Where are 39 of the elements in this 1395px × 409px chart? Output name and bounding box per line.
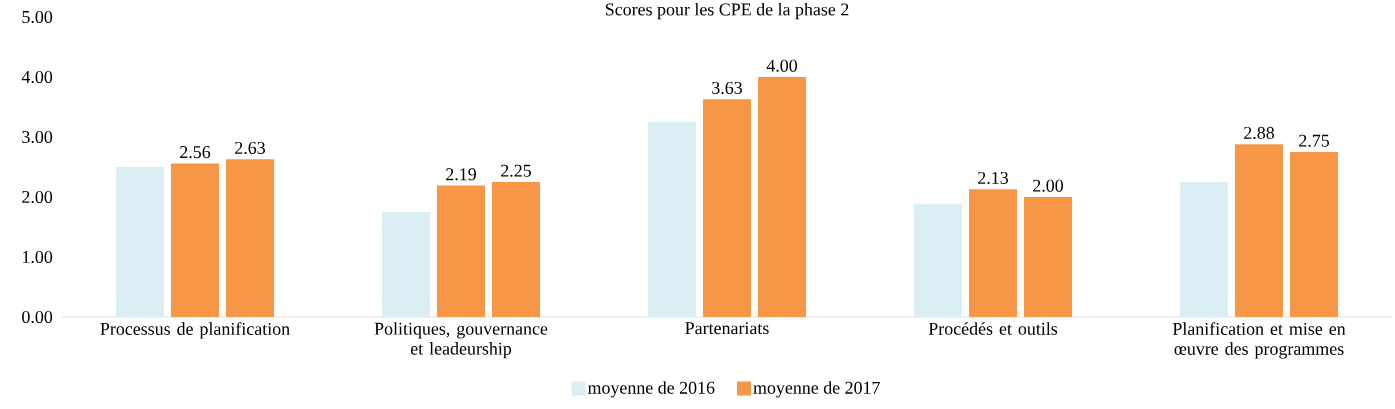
- x-tick-label: Planification et mise en œuvre des programmes: [1172, 322, 1346, 359]
- legend-label: moyenne de 2017: [753, 381, 880, 398]
- x-tick-label: Processus de planification: [100, 322, 290, 339]
- y-tick-label: 1.00: [23, 250, 53, 264]
- x-tick-label: Partenariats: [685, 322, 769, 335]
- bar: [171, 163, 219, 317]
- bar: [492, 182, 541, 317]
- data-label: 2.88: [1244, 126, 1275, 140]
- data-label: 2.56: [180, 146, 211, 159]
- data-label: 2.19: [446, 168, 476, 181]
- bar: [703, 99, 752, 317]
- bar: [1024, 197, 1073, 317]
- bar: [226, 159, 274, 317]
- bar: [1235, 144, 1284, 317]
- bar: [1180, 182, 1229, 317]
- y-tick-label: 5.00: [22, 10, 53, 24]
- bar: [914, 204, 963, 317]
- data-label: 2.75: [1299, 134, 1330, 147]
- data-label: 2.00: [1033, 179, 1064, 192]
- chart-title: Scores pour les CPE de la phase 2: [605, 2, 849, 20]
- bar: [382, 212, 431, 317]
- y-tick-label: 2.00: [22, 190, 53, 204]
- x-tick-label: Politiques, gouvernance et leadeurship: [374, 322, 548, 359]
- y-tick-label: 4.00: [21, 70, 53, 84]
- data-label: 2.13: [978, 171, 1008, 185]
- bar: [648, 122, 697, 317]
- bar: [437, 185, 486, 317]
- data-label: 2.25: [501, 164, 531, 177]
- y-tick-label: 3.00: [22, 130, 53, 144]
- bar: [1290, 152, 1339, 317]
- x-tick-label: Procédés et outils: [928, 322, 1058, 335]
- data-label: 2.63: [235, 141, 265, 155]
- bar: [758, 77, 807, 317]
- data-label: 4.00: [766, 59, 798, 72]
- data-label: 3.63: [712, 81, 742, 95]
- y-tick-label: 0.00: [22, 310, 53, 324]
- legend-label: moyenne de 2016: [587, 381, 715, 398]
- bar: [969, 189, 1018, 317]
- bar: [116, 167, 164, 317]
